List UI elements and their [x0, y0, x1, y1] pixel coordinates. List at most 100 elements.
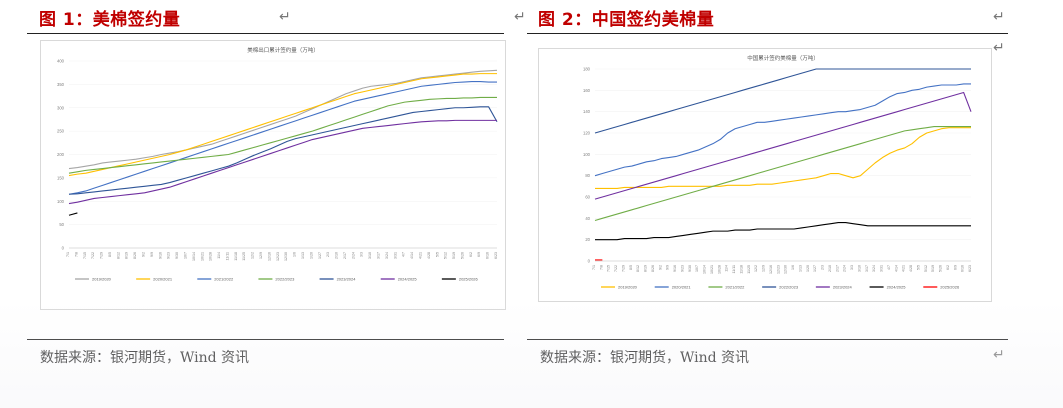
x-tick-label: 8/26 — [651, 265, 655, 272]
x-tick-label: 4/28 — [909, 265, 913, 272]
x-tick-label: 7/15 — [607, 265, 611, 272]
series-line — [594, 126, 971, 221]
x-tick-label: 8/5 — [108, 252, 112, 257]
y-tick-label: 0 — [588, 259, 591, 264]
x-tick-label: 3/31 — [393, 252, 397, 259]
x-tick-label: 12/23 — [776, 265, 780, 274]
source-rule — [27, 339, 504, 340]
x-tick-label: 7/29 — [100, 252, 104, 259]
x-tick-label: 8/12 — [636, 265, 640, 272]
figure-1-title: 图 1：美棉签约量 — [39, 10, 181, 30]
x-tick-label: 12/23 — [276, 252, 280, 261]
x-tick-label: 7/1 — [592, 265, 596, 270]
x-tick-label: 8/19 — [125, 252, 129, 259]
series-line — [68, 106, 498, 195]
series-line — [68, 81, 497, 195]
x-tick-label: 1/20 — [806, 265, 810, 272]
paragraph-mark: ↵ — [993, 347, 1005, 363]
y-tick-label: 100 — [57, 199, 65, 204]
series-line — [595, 222, 971, 241]
y-tick-label: 150 — [57, 175, 65, 180]
y-tick-label: 400 — [57, 59, 65, 64]
x-tick-label: 11/4 — [725, 265, 729, 272]
x-tick-label: 9/23 — [680, 265, 684, 272]
x-tick-label: 12/16 — [769, 265, 773, 274]
x-tick-label: 3/17 — [865, 265, 869, 272]
y-tick-label: 250 — [57, 129, 65, 134]
x-tick-label: 10/14 — [192, 252, 196, 261]
x-tick-label: 6/2 — [946, 265, 950, 270]
x-tick-label: 4/14 — [894, 265, 898, 272]
legend-label: 2022/2023 — [275, 277, 295, 282]
x-tick-label: 9/2 — [142, 252, 146, 257]
x-tick-label: 7/15 — [83, 252, 87, 259]
x-tick-label: 9/2 — [658, 265, 662, 270]
x-tick-label: 9/16 — [158, 252, 162, 259]
x-tick-label: 8/19 — [644, 265, 648, 272]
x-tick-label: 8/12 — [116, 252, 120, 259]
x-tick-label: 3/10 — [368, 252, 372, 259]
x-tick-label: 5/12 — [444, 252, 448, 259]
y-tick-label: 20 — [585, 237, 590, 242]
x-tick-label: 9/9 — [666, 265, 670, 270]
x-tick-label: 11/18 — [739, 265, 743, 274]
x-tick-label: 2/24 — [843, 265, 847, 272]
y-tick-label: 80 — [585, 173, 590, 178]
series-line — [68, 73, 497, 177]
paragraph-mark: ↵ — [279, 9, 291, 25]
x-tick-label: 1/13 — [301, 252, 305, 259]
x-tick-label: 1/27 — [813, 265, 817, 272]
legend-label: 2023/2024 — [337, 277, 357, 282]
x-tick-label: 9/30 — [175, 252, 179, 259]
y-tick-label: 100 — [583, 152, 591, 157]
x-tick-label: 12/2 — [754, 265, 758, 272]
x-tick-label: 7/8 — [599, 265, 603, 270]
x-tick-label: 6/2 — [469, 252, 473, 257]
x-tick-label: 6/16 — [486, 252, 490, 259]
paragraph-mark: ↵ — [993, 40, 1005, 56]
x-tick-label: 4/7 — [402, 252, 406, 257]
legend-label: 2021/2022 — [725, 285, 745, 290]
legend-label: 2025/2026 — [459, 277, 479, 282]
x-tick-label: 11/11 — [732, 265, 736, 273]
x-tick-label: 3/24 — [872, 265, 876, 272]
x-tick-label: 12/30 — [284, 252, 288, 261]
x-tick-label: 2/3 — [821, 265, 825, 270]
x-tick-label: 11/25 — [242, 252, 246, 261]
x-tick-label: 2/10 — [335, 252, 339, 259]
y-tick-label: 60 — [585, 195, 590, 200]
x-tick-label: 5/26 — [460, 252, 464, 259]
x-tick-label: 3/17 — [377, 252, 381, 259]
x-tick-label: 10/7 — [183, 252, 187, 259]
x-tick-label: 5/26 — [939, 265, 943, 272]
x-tick-label: 12/9 — [259, 252, 263, 259]
x-tick-label: 2/17 — [835, 265, 839, 272]
title-rule — [27, 33, 504, 34]
x-tick-label: 12/30 — [784, 265, 788, 274]
legend-label: 2019/2020 — [92, 277, 112, 282]
x-tick-label: 2/10 — [828, 265, 832, 272]
figure-1-chart: 美棉出口累计签约量（万吨） 0 50 100 150 200 250 300 350 400 7/1… — [40, 40, 506, 310]
x-tick-label: 12/16 — [267, 252, 271, 261]
figure-2-source: 数据来源：银河期货，Wind 资讯 — [540, 350, 750, 366]
legend-label: 2024/2025 — [887, 285, 907, 290]
y-tick-label: 200 — [57, 152, 65, 157]
title-rule — [527, 33, 1008, 34]
x-tick-label: 7/22 — [614, 265, 618, 272]
x-tick-label: 7/8 — [74, 252, 78, 257]
x-tick-label: 2/17 — [343, 252, 347, 259]
x-tick-label: 10/28 — [209, 252, 213, 261]
x-tick-label: 9/30 — [688, 265, 692, 272]
x-tick-label: 3/31 — [880, 265, 884, 272]
x-tick-label: 5/5 — [916, 265, 920, 270]
legend-label: 2020/2021 — [672, 285, 692, 290]
x-tick-label: 1/13 — [798, 265, 802, 272]
chart-2-svg: 中国累计签约美棉量（万吨） 0 20 40 60 80 100 120 140 160 180 7/1… — [583, 54, 972, 290]
y-tick-label: 140 — [583, 109, 591, 114]
legend-label: 2025/2026 — [940, 285, 960, 290]
legend-label: 2022/2023 — [779, 285, 799, 290]
x-tick-label: 6/16 — [961, 265, 965, 272]
series-line — [594, 68, 971, 134]
paragraph-mark: ↵ — [514, 9, 526, 25]
series-line — [595, 127, 971, 190]
